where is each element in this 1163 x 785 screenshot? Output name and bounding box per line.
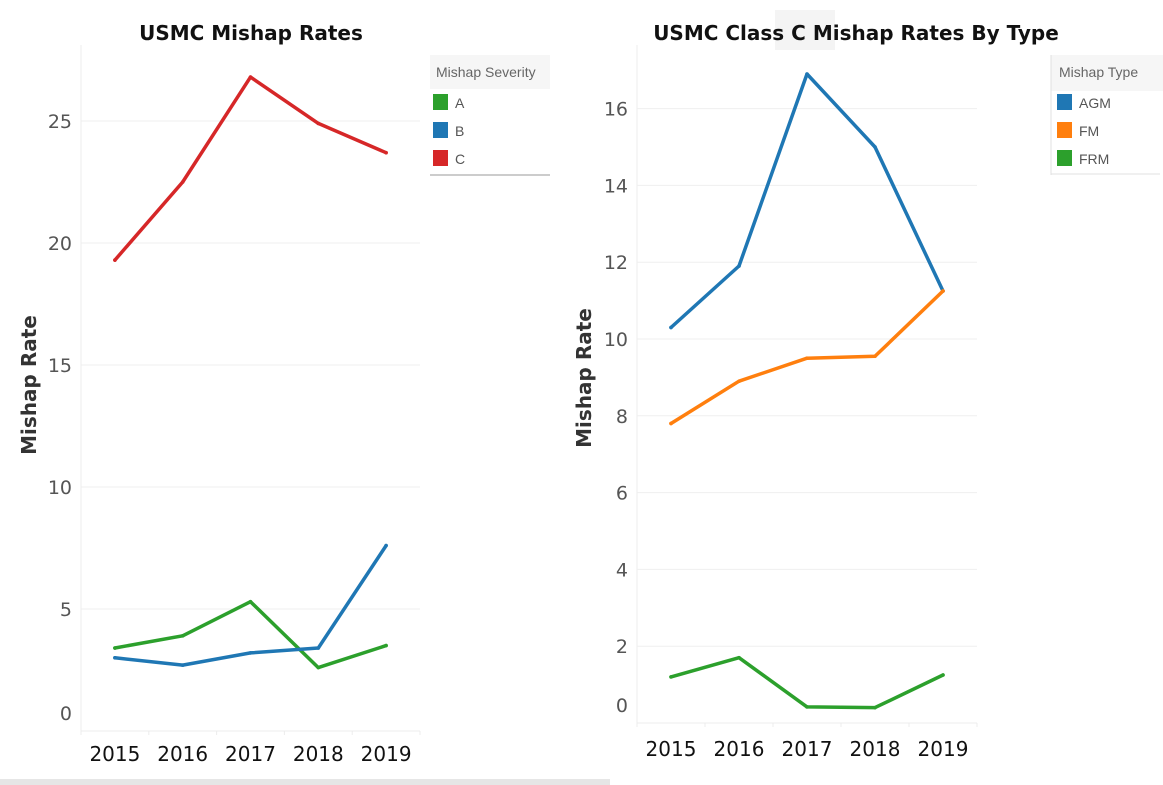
data-point-b: [113, 656, 117, 660]
x-tick-label: 2019: [361, 742, 412, 766]
legend-label: B: [455, 123, 464, 139]
data-point-fm: [873, 354, 877, 359]
x-tick-label: 2015: [646, 737, 697, 761]
y-tick-label: 0: [616, 695, 628, 717]
data-point-a: [180, 634, 185, 638]
y-tick-label: 4: [616, 559, 628, 581]
y-axis-label: Mishap Rate: [17, 315, 41, 455]
series-line-c: [113, 75, 388, 262]
x-tick-label: 2018: [850, 737, 901, 761]
x-ticks: 2015 2016 2017 2018 2019: [89, 742, 411, 766]
legend-header-bg: [430, 55, 550, 89]
legend-label: A: [455, 95, 465, 111]
x-tick-label: 2015: [89, 742, 140, 766]
y-tick-label: 14: [604, 175, 628, 197]
y-tick-label: 25: [48, 111, 72, 133]
series-line-frm: [669, 655, 945, 710]
legend-swatch-c: [433, 150, 448, 166]
x-ticks: 2015 2016 2017 2018 2019: [646, 737, 969, 761]
y-tick-label: 2: [616, 636, 628, 658]
data-point-a: [384, 643, 388, 648]
legend-swatch-fm: [1057, 122, 1072, 138]
chart-title: USMC Mishap Rates: [139, 21, 363, 45]
series-lines: [113, 75, 388, 670]
data-point-c: [316, 121, 321, 126]
y-tick-label: 16: [604, 99, 628, 121]
legend-header-bg: [1051, 55, 1163, 91]
y-tick-label: 6: [616, 483, 628, 505]
y-tick-label: 8: [616, 406, 628, 428]
gridlines: [80, 45, 421, 735]
y-tick-label: 15: [48, 355, 72, 377]
data-point-agm: [737, 264, 741, 268]
legend: Mishap Type AGM FM FRM: [1050, 55, 1163, 175]
legend-items: AGM FM FRM: [1057, 94, 1111, 167]
data-point-frm: [873, 705, 877, 710]
x-tick-label: 2016: [157, 742, 208, 766]
legend-label: FM: [1079, 123, 1099, 139]
data-point-b: [316, 646, 321, 650]
x-tick-label: 2016: [714, 737, 765, 761]
legend-swatch-frm: [1057, 150, 1072, 166]
title-highlight: [775, 10, 835, 50]
x-tick-label: 2017: [225, 742, 276, 766]
series-line-a: [113, 599, 388, 670]
data-point-agm: [805, 72, 809, 76]
series-line-agm: [669, 72, 945, 330]
y-ticks: 0 2 4 6 8 10 12 14 16: [604, 99, 628, 717]
legend-swatch-b: [433, 122, 448, 138]
data-point-a: [248, 599, 253, 604]
legend: Mishap Severity ABC: [430, 55, 550, 176]
y-ticks: 0 5 10 15 20 25: [48, 111, 72, 725]
legend-label: AGM: [1079, 95, 1111, 111]
y-tick-label: 10: [604, 329, 628, 351]
legend-items: ABC: [433, 94, 465, 167]
data-point-frm: [941, 673, 945, 677]
data-point-frm: [669, 675, 673, 679]
x-tick-label: 2018: [293, 742, 344, 766]
x-tick-label: 2017: [782, 737, 833, 761]
y-tick-label: 10: [48, 477, 72, 499]
data-point-agm: [873, 145, 877, 149]
gridlines: [636, 45, 978, 727]
legend-label: C: [455, 151, 465, 167]
data-point-frm: [805, 705, 809, 709]
y-axis-label: Mishap Rate: [572, 308, 596, 448]
data-point-agm: [669, 325, 673, 330]
data-point-a: [113, 646, 117, 650]
y-tick-label: 12: [604, 252, 628, 274]
data-point-c: [248, 75, 253, 79]
data-point-fm: [737, 379, 741, 384]
data-point-fm: [669, 421, 673, 426]
y-tick-label: 0: [60, 703, 72, 725]
series-line-b: [113, 543, 388, 667]
data-point-b: [180, 663, 185, 667]
chart-mishap-rates: USMC Mishap Rates Mishap Rate 0 5 10 15 20 25…: [17, 21, 550, 766]
data-point-frm: [737, 655, 741, 660]
legend-label: FRM: [1079, 151, 1109, 167]
data-point-fm: [941, 289, 945, 293]
x-tick-label: 2019: [918, 737, 969, 761]
y-tick-label: 5: [60, 599, 72, 621]
legend-title: Mishap Severity: [436, 64, 536, 80]
data-point-c: [113, 258, 117, 262]
chart-class-c-by-type: USMC Class C Mishap Rates By Type Mishap…: [572, 10, 1163, 761]
data-point-fm: [805, 356, 809, 361]
bottom-scroll-strip: [0, 779, 610, 785]
data-point-c: [180, 180, 185, 184]
y-tick-label: 20: [48, 233, 72, 255]
chart-title: USMC Class C Mishap Rates By Type: [653, 21, 1059, 45]
data-point-b: [384, 543, 388, 548]
legend-swatch-agm: [1057, 94, 1072, 110]
legend-title: Mishap Type: [1059, 64, 1138, 80]
data-point-c: [384, 150, 388, 155]
series-lines: [669, 72, 945, 710]
data-point-a: [316, 665, 321, 670]
legend-swatch-a: [433, 94, 448, 110]
data-point-b: [248, 651, 253, 655]
